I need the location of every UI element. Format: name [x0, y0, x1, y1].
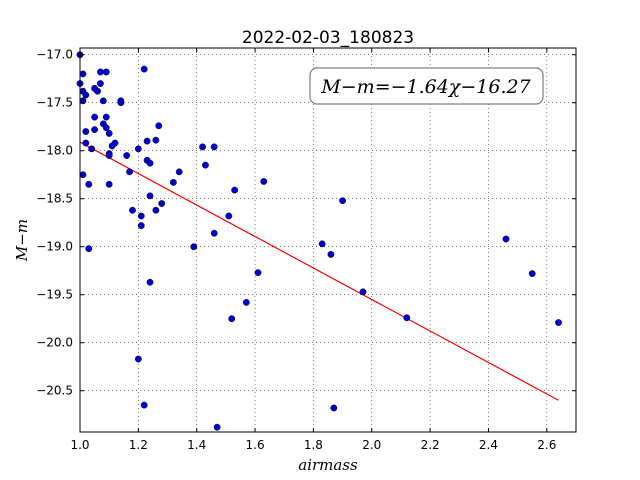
- data-point: [82, 139, 90, 147]
- x-tick-label: 1.8: [304, 438, 323, 452]
- y-tick-label: −17.0: [36, 48, 73, 62]
- data-point: [146, 192, 154, 200]
- y-tick-label: −18.0: [36, 144, 73, 158]
- data-point: [242, 298, 250, 306]
- x-tick-label: 1.2: [129, 438, 148, 452]
- y-tick-label: −17.5: [36, 96, 73, 110]
- data-point: [85, 245, 93, 253]
- data-point: [146, 159, 154, 167]
- x-axis-label: airmass: [298, 456, 358, 474]
- y-axis-label: M−m: [13, 219, 31, 262]
- y-tick-label: −20.0: [36, 336, 73, 350]
- y-tick-label: −18.5: [36, 192, 73, 206]
- data-point: [137, 222, 145, 230]
- data-point: [111, 139, 119, 147]
- data-point: [260, 178, 268, 185]
- y-axis-ticks: −17.0 −17.5 −18.0 −18.5 −19.0 −19.5 −20.0 −20.5: [36, 48, 576, 398]
- data-point: [403, 314, 411, 322]
- data-point: [339, 197, 346, 205]
- data-point: [129, 206, 136, 214]
- plot-frame: [79, 47, 577, 433]
- x-tick-label: 1.4: [187, 438, 206, 452]
- y-tick-label: −20.5: [36, 384, 73, 398]
- grid-lines: [79, 48, 576, 432]
- fit-line: [79, 141, 559, 401]
- data-point: [91, 113, 98, 121]
- data-point: [502, 235, 510, 243]
- data-point: [79, 171, 87, 179]
- data-point: [85, 180, 93, 188]
- data-point: [228, 315, 236, 323]
- data-point: [126, 168, 134, 176]
- data-point: [146, 278, 154, 286]
- x-axis-ticks: 1.0 1.2 1.4 1.6 1.8 2.0 2.2 2.4 2.6: [70, 48, 556, 452]
- fit-line-group: [79, 141, 559, 401]
- x-tick-label: 2.6: [537, 438, 556, 452]
- data-point: [254, 269, 262, 277]
- x-tick-label: 2.4: [479, 438, 498, 452]
- data-point: [158, 200, 166, 207]
- data-point: [143, 137, 151, 145]
- x-tick-label: 2.0: [362, 438, 381, 452]
- data-point: [117, 97, 125, 105]
- data-point: [140, 65, 148, 73]
- data-point: [528, 270, 536, 277]
- data-point: [91, 126, 98, 134]
- data-points: [76, 51, 562, 431]
- data-point: [102, 113, 110, 121]
- data-point: [327, 250, 335, 258]
- x-tick-label: 1.0: [70, 438, 89, 452]
- data-point: [190, 243, 198, 251]
- chart-title: 2022-02-03_180823: [242, 28, 414, 48]
- data-point: [155, 122, 163, 130]
- data-point: [105, 130, 113, 137]
- equation-text: M−m=−1.64χ−16.27: [320, 76, 531, 98]
- x-tick-label: 2.2: [421, 438, 440, 452]
- data-point: [225, 212, 233, 220]
- data-point: [231, 186, 239, 194]
- data-point: [169, 178, 177, 186]
- data-point: [105, 152, 113, 159]
- data-point: [359, 288, 367, 296]
- data-point: [99, 97, 107, 105]
- data-point: [123, 152, 131, 159]
- y-tick-label: −19.0: [36, 240, 73, 254]
- data-point: [175, 168, 183, 176]
- data-point: [213, 423, 221, 431]
- data-point: [97, 80, 104, 87]
- data-point: [134, 145, 142, 153]
- data-point: [210, 229, 218, 237]
- data-point: [105, 180, 113, 188]
- data-point: [97, 68, 104, 76]
- data-point: [79, 70, 87, 78]
- data-point: [202, 161, 209, 169]
- data-point: [137, 212, 145, 220]
- data-point: [555, 319, 562, 326]
- x-tick-label: 1.6: [246, 438, 265, 452]
- data-point: [82, 91, 90, 99]
- data-point: [88, 145, 96, 153]
- data-point: [82, 128, 90, 135]
- data-point: [134, 355, 142, 363]
- data-point: [140, 401, 148, 409]
- data-point: [318, 240, 326, 248]
- equation-box: M−m=−1.64χ−16.27: [309, 67, 544, 105]
- data-point: [102, 124, 110, 132]
- data-point: [152, 206, 160, 214]
- y-tick-label: −19.5: [36, 288, 73, 302]
- data-point: [210, 143, 218, 151]
- data-point: [330, 404, 338, 412]
- data-point: [199, 143, 206, 151]
- data-point: [152, 136, 160, 144]
- data-point: [94, 87, 101, 95]
- data-point: [102, 68, 110, 76]
